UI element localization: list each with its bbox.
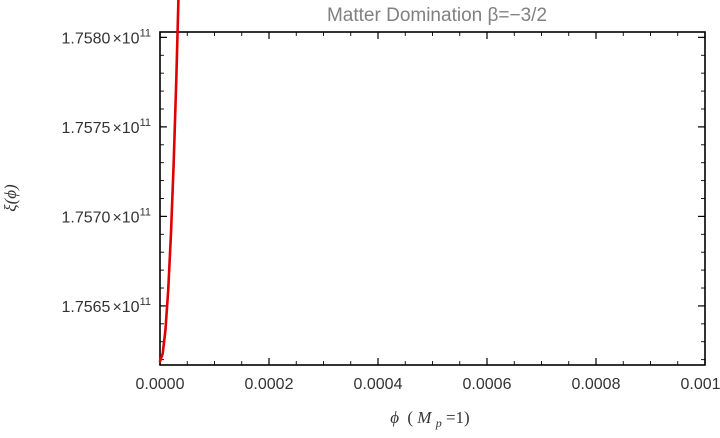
x-axis-label-sub: p xyxy=(435,416,442,430)
y-tick-label-mantissa: 1.7575 xyxy=(62,120,111,137)
y-tick-label-mantissa: 1.7580 xyxy=(62,30,111,47)
x-axis-label: ϕ ( M p =1) xyxy=(390,408,469,431)
x-axis-label-rest: =1) xyxy=(446,408,470,427)
y-tick-label-base: 10 xyxy=(122,209,140,226)
y-tick-label: 1.7570 ×1011 xyxy=(62,206,152,226)
y-tick-label-times: × xyxy=(112,299,121,316)
y-tick-label-times: × xyxy=(112,30,121,47)
y-tick-label-base: 10 xyxy=(122,299,140,316)
y-tick-label-exp: 11 xyxy=(140,117,151,129)
ticks-layer xyxy=(159,32,706,365)
x-tick-label: 0.0002 xyxy=(245,376,294,393)
x-tick-label: 0.0008 xyxy=(572,376,621,393)
y-tick-label-base: 10 xyxy=(122,30,140,47)
x-axis-label-m: M xyxy=(416,408,432,427)
y-tick-label-mantissa: 1.7565 xyxy=(62,299,111,316)
y-tick-label: 1.7575 ×1011 xyxy=(62,117,152,137)
y-tick-label-times: × xyxy=(112,120,121,137)
x-tick-label: 0.0004 xyxy=(354,376,403,393)
x-axis-label-open: ( xyxy=(407,408,413,427)
y-tick-label-base: 10 xyxy=(122,120,140,137)
x-axis-label-phi: ϕ xyxy=(390,408,399,427)
y-tick-label-times: × xyxy=(112,209,121,226)
y-tick-label-exp: 11 xyxy=(140,206,151,218)
x-tick-label: 0.0006 xyxy=(463,376,512,393)
y-tick-label-exp: 11 xyxy=(140,296,151,308)
x-tick-label: 0.0010 xyxy=(681,376,720,393)
x-tick-label: 0.0000 xyxy=(136,376,185,393)
plot-frame xyxy=(159,31,706,366)
y-tick-label: 1.7565 ×1011 xyxy=(62,296,152,316)
y-tick-label-mantissa: 1.7570 xyxy=(62,209,111,226)
series-line-xi xyxy=(158,0,180,363)
chart-title: Matter Domination β=−3/2 xyxy=(327,5,547,26)
y-axis-label: ξ(ϕ) xyxy=(1,184,20,212)
y-tick-label: 1.7580 ×1011 xyxy=(62,27,152,47)
x-tick-labels: 0.0000 0.0002 0.0004 0.0006 0.0008 0.0010 xyxy=(136,376,720,393)
y-tick-label-exp: 11 xyxy=(140,27,151,39)
